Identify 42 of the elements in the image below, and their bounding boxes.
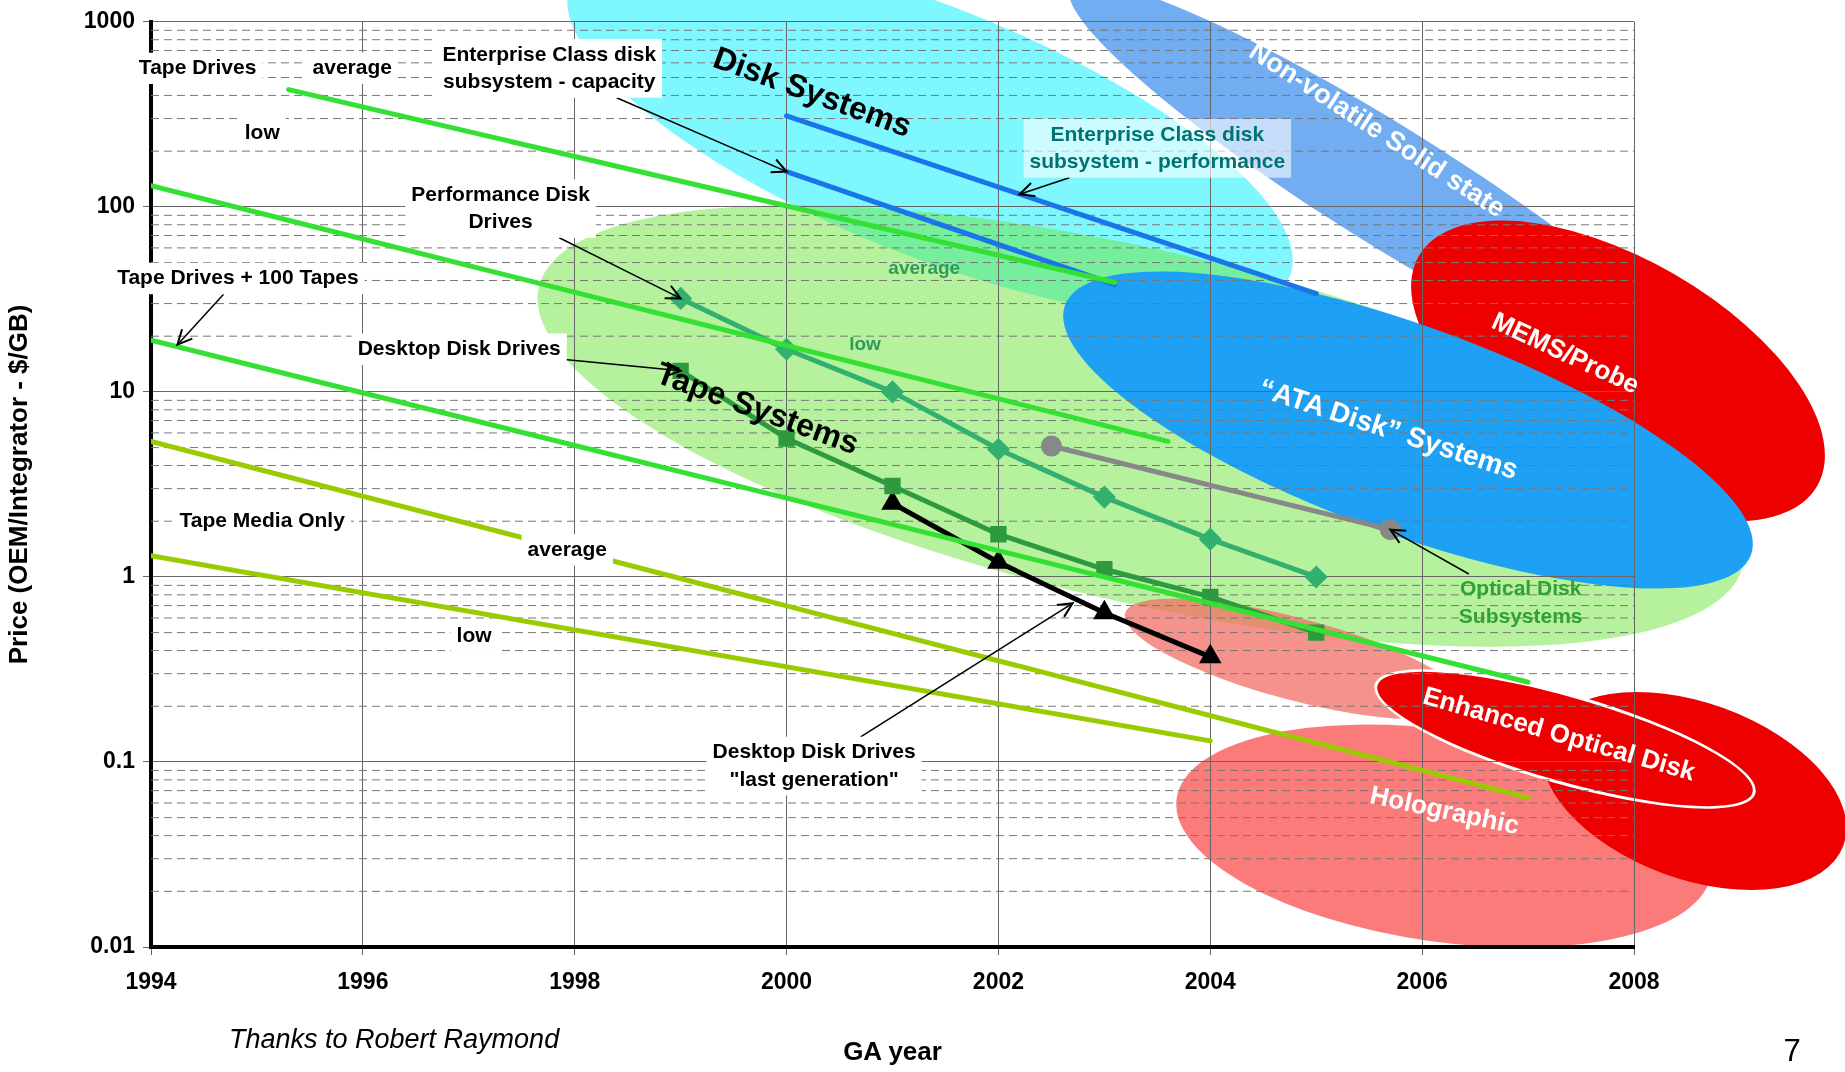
y-tick-label: 100: [96, 192, 135, 219]
annotation: average: [527, 536, 607, 560]
annotation: Performance Disk Drives: [411, 181, 591, 232]
x-tick-label: 1998: [549, 968, 601, 995]
x-tick-label: 2004: [1184, 968, 1237, 995]
y-tick-label: 1000: [83, 7, 135, 34]
y-tick-label: 10: [109, 377, 135, 404]
point: [1096, 561, 1113, 578]
x-tick-label: 2002: [972, 968, 1025, 995]
annotation: Desktop Disk Drives "last generation": [712, 739, 916, 790]
point: [1040, 435, 1062, 457]
point: [987, 438, 1009, 460]
point: [1200, 646, 1220, 664]
annotation: Enterprise Class disk subsystem - capacity: [442, 41, 657, 92]
annotation: Tape Drives: [138, 55, 257, 79]
x-tick-label: 2008: [1608, 968, 1660, 995]
point: [882, 381, 903, 403]
annotation: low: [456, 622, 493, 646]
annotation: Tape Drives + 100 Tapes: [117, 265, 359, 289]
x-tick-label: 2006: [1396, 968, 1448, 995]
x-tick-label: 1996: [337, 968, 389, 995]
annotation: low: [849, 332, 882, 354]
y-axis-title: Price (OEM/Integrator - $/GB): [2, 304, 33, 665]
point: [1199, 528, 1221, 550]
point: [990, 526, 1007, 543]
point: [1093, 486, 1115, 508]
y-tick-label: 0.01: [90, 932, 136, 959]
point: [884, 477, 901, 495]
annotation: Desktop Disk Drives: [357, 336, 561, 360]
text: 7: [1783, 1032, 1801, 1068]
annotation: average: [888, 257, 961, 279]
annotation: low: [244, 120, 281, 143]
annotation: Tape Media Only: [179, 508, 346, 532]
x-tick-label: 2000: [760, 968, 813, 995]
annotation: average: [312, 55, 392, 79]
y-tick-label: 0.1: [103, 747, 136, 774]
y-tick-label: 1: [122, 562, 136, 589]
x-axis-title: GA year: [843, 1035, 942, 1066]
point: [1305, 566, 1327, 588]
x-tick-label: 1994: [125, 968, 177, 995]
text: Thanks to Robert Raymond: [229, 1023, 561, 1054]
annotation: Optical Disk Subsystems: [1458, 576, 1583, 627]
